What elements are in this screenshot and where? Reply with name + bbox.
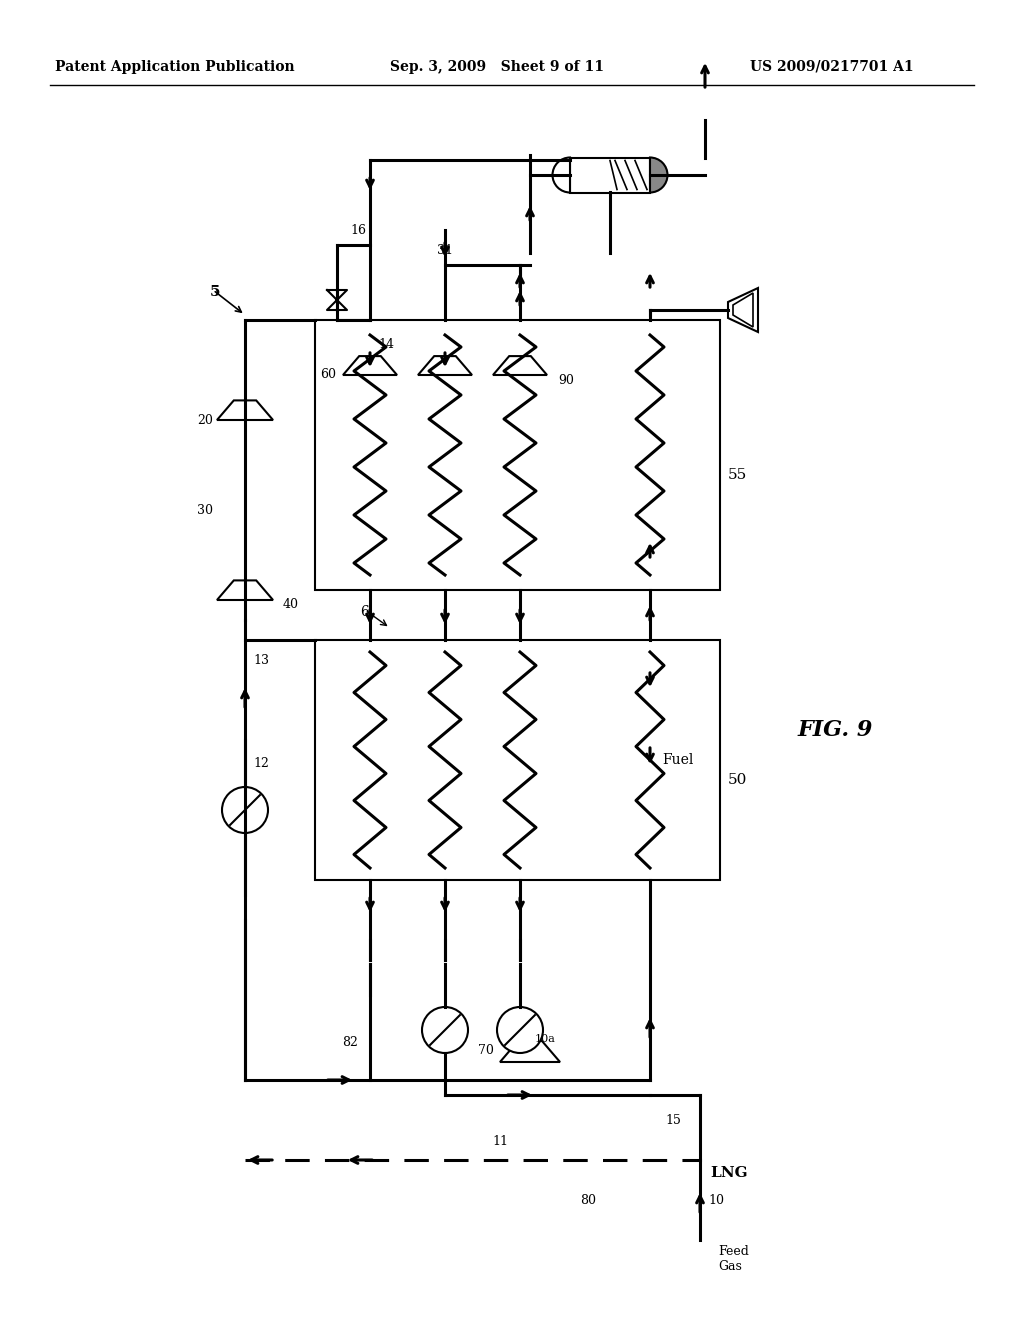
Text: 15: 15 [665,1114,681,1126]
Wedge shape [553,157,570,193]
Polygon shape [217,400,273,420]
Text: 12: 12 [253,756,269,770]
Polygon shape [217,581,273,601]
Polygon shape [493,356,547,375]
Polygon shape [728,288,758,333]
Text: LNG: LNG [710,1166,748,1180]
Text: 90: 90 [558,374,573,387]
Bar [315,640,720,880]
Text: 16: 16 [350,223,366,236]
Text: 60: 60 [319,368,336,381]
Text: 14: 14 [378,338,394,351]
Circle shape [422,1007,468,1053]
Text: 6: 6 [360,605,369,619]
Polygon shape [733,293,753,327]
Polygon shape [343,356,397,375]
Text: US 2009/0217701 A1: US 2009/0217701 A1 [750,59,913,74]
Text: Feed
Gas: Feed Gas [718,1245,749,1272]
Polygon shape [418,356,472,375]
Text: FIG. 9: FIG. 9 [798,719,873,741]
Bar [315,319,720,590]
Text: 50: 50 [728,774,748,787]
Text: 11: 11 [493,1135,509,1148]
Text: 10: 10 [708,1193,724,1206]
Text: 70: 70 [478,1044,494,1056]
Text: Patent Application Publication: Patent Application Publication [55,59,295,74]
Text: Sep. 3, 2009   Sheet 9 of 11: Sep. 3, 2009 Sheet 9 of 11 [390,59,604,74]
Text: 20: 20 [197,413,213,426]
Text: 30: 30 [197,503,213,516]
Text: Fuel: Fuel [662,752,693,767]
Text: 40: 40 [283,598,299,611]
Text: 13: 13 [253,653,269,667]
Text: 31: 31 [437,243,453,256]
Text: 10a: 10a [535,1034,556,1044]
Text: 80: 80 [580,1193,596,1206]
Polygon shape [500,1041,560,1063]
Circle shape [222,787,268,833]
Circle shape [497,1007,543,1053]
Wedge shape [650,157,668,193]
Bar [570,157,650,193]
Text: 55: 55 [728,469,748,482]
Text: 82: 82 [342,1035,357,1048]
Text: 5: 5 [210,285,220,300]
